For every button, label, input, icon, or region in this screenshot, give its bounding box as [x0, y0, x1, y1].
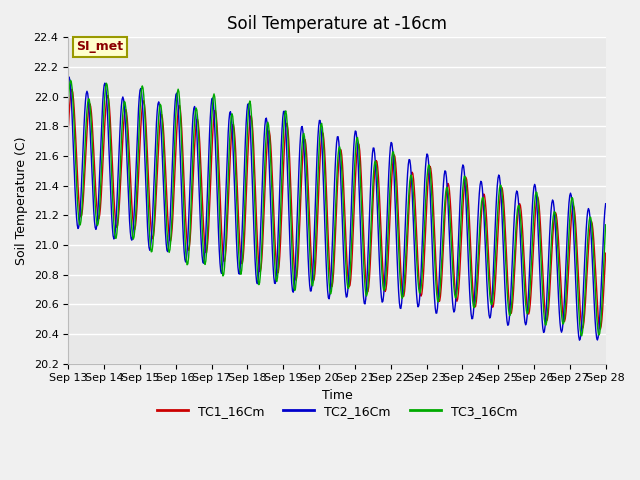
- TC3_16Cm: [185, 254, 193, 260]
- TC2_16Cm: [75, 224, 83, 230]
- TC1_16Cm: [419, 285, 426, 291]
- X-axis label: Time: Time: [321, 389, 353, 402]
- Line: TC2_16Cm: TC2_16Cm: [68, 77, 605, 340]
- TC2_16Cm: [403, 184, 411, 190]
- TC2_16Cm: [602, 201, 609, 206]
- TC1_16Cm: [213, 122, 221, 128]
- TC1_16Cm: [602, 251, 609, 256]
- TC3_16Cm: [602, 222, 609, 228]
- TC1_16Cm: [185, 248, 193, 253]
- TC3_16Cm: [75, 216, 83, 222]
- Y-axis label: Soil Temperature (C): Soil Temperature (C): [15, 136, 28, 265]
- TC3_16Cm: [578, 333, 586, 339]
- TC2_16Cm: [130, 213, 138, 218]
- Legend: TC1_16Cm, TC2_16Cm, TC3_16Cm: TC1_16Cm, TC2_16Cm, TC3_16Cm: [152, 400, 522, 423]
- TC2_16Cm: [575, 337, 583, 343]
- TC1_16Cm: [65, 127, 72, 133]
- TC3_16Cm: [419, 265, 426, 271]
- TC2_16Cm: [65, 76, 72, 82]
- TC2_16Cm: [65, 74, 73, 80]
- TC1_16Cm: [596, 326, 604, 332]
- TC3_16Cm: [403, 230, 411, 236]
- TC3_16Cm: [213, 135, 221, 141]
- TC2_16Cm: [213, 187, 221, 193]
- TC1_16Cm: [130, 226, 138, 232]
- TC2_16Cm: [185, 219, 193, 225]
- Title: Soil Temperature at -16cm: Soil Temperature at -16cm: [227, 15, 447, 33]
- Line: TC3_16Cm: TC3_16Cm: [68, 80, 605, 336]
- TC3_16Cm: [65, 100, 72, 106]
- Line: TC1_16Cm: TC1_16Cm: [68, 89, 605, 329]
- TC1_16Cm: [403, 252, 411, 258]
- TC3_16Cm: [130, 234, 138, 240]
- TC2_16Cm: [419, 233, 426, 239]
- TC1_16Cm: [75, 196, 83, 202]
- TC1_16Cm: [68, 86, 76, 92]
- TC3_16Cm: [67, 77, 74, 83]
- Text: SI_met: SI_met: [76, 40, 124, 53]
